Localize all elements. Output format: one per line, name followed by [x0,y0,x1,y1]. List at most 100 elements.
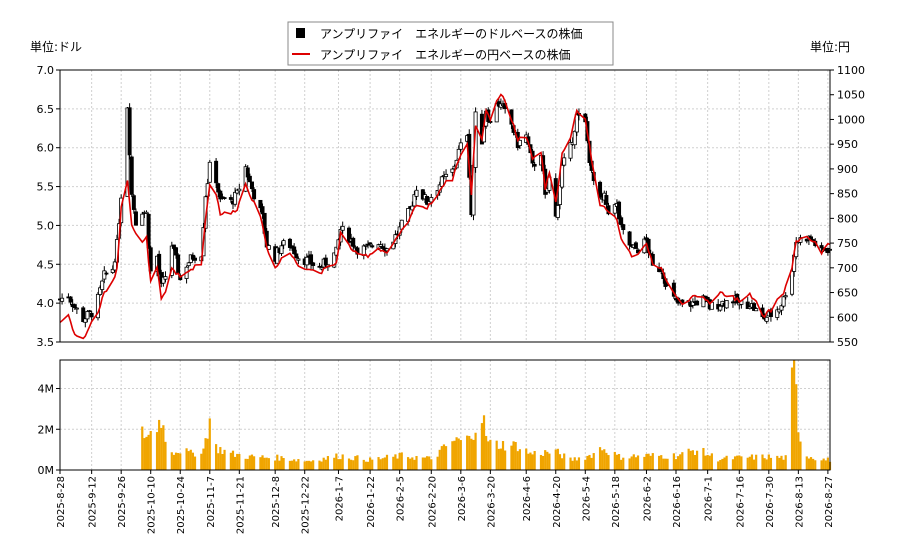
volume-bar [605,452,608,470]
right-y-tick-label: 700 [837,262,858,275]
volume-bar [514,442,517,470]
volume-bar [527,453,530,470]
x-tick-label: 2026-7-30 [765,476,776,528]
volume-bar [324,459,327,470]
volume-bar [632,454,635,470]
volume-bar [335,453,338,470]
usd-candle-body [249,181,254,190]
volume-bar [297,459,300,470]
usd-candle-body [412,194,417,207]
left-unit-label: 単位:ドル [30,39,82,54]
usd-candle-body [568,141,573,159]
left-y-tick-label: 6.0 [37,142,55,155]
volume-bar-series [141,360,832,470]
volume-bar [457,438,460,470]
volume-bar [740,456,743,470]
volume-bar [717,461,720,470]
usd-candle-body [243,166,248,192]
volume-bar [444,446,448,470]
volume-bar [647,453,650,470]
volume-bar [366,461,370,470]
volume-bar [217,453,220,470]
volume-bar [385,454,389,470]
volume-bar [598,447,602,470]
usd-candle-body [819,245,824,249]
left-y-tick-label: 5.5 [37,181,55,194]
volume-bar [455,437,458,470]
volume-bar [347,458,351,470]
volume-bar [303,461,306,470]
volume-bar [539,454,543,470]
x-tick-label: 2026-5-4 [581,476,592,521]
volume-bar [383,457,386,470]
right-y-tick-label: 550 [837,336,858,349]
usd-candle-body [768,309,773,318]
usd-candle-body [216,183,221,193]
volume-bar [312,460,315,470]
x-tick-label: 2025-12-8 [271,476,282,528]
volume-bar [824,460,827,470]
usd-candle-body [129,156,134,195]
x-tick-label: 2026-7-1 [704,476,715,521]
volume-bar [263,457,266,470]
volume-bar [406,457,410,470]
usd-candle-body [74,307,79,310]
usd-candle-body [718,305,723,311]
volume-bar [586,455,589,470]
volume-bar [466,435,469,470]
volume-bar [499,448,503,470]
volume-bar [290,460,294,470]
usd-candle-body [730,301,735,304]
volume-bar [601,450,604,470]
volume-bar [322,457,325,470]
volume-bar [651,453,654,470]
usd-candle-body [140,213,145,226]
volume-bar [369,457,372,470]
usd-candle-body [747,306,752,309]
volume-bar [233,456,237,470]
volume-bar [797,432,800,470]
volume-bar [615,454,619,470]
volume-bar [681,452,684,470]
usd-candle-body [562,157,567,166]
x-tick-label: 2026-8-13 [794,476,805,528]
usd-candle-body [100,280,105,290]
usd-candle-body [292,246,297,255]
volume-bar [246,458,249,470]
volume-bar [662,458,665,470]
volume-bar [143,438,146,470]
volume-bar [231,450,235,470]
volume-bar [261,455,264,470]
volume-bar [533,451,536,470]
volume-bar [666,458,669,470]
volume-bar [558,454,562,470]
volume-bar [733,456,737,470]
date-x-axis: 2025-8-28 2025-9-12 2025-9-26 2025-10-10 202… [56,470,835,534]
x-tick-label: 2025-11-7 [206,476,217,528]
volume-bar [396,458,399,470]
volume-bar [219,447,222,470]
volume-bar [630,456,633,470]
volume-bar [765,459,768,470]
volume-bar [778,457,781,470]
volume-bar [489,439,492,470]
volume-bar [371,459,374,470]
volume-bar [525,448,528,470]
x-tick-label: 2026-8-27 [824,476,835,528]
usd-candle-body [287,238,292,248]
volume-bar [288,460,292,470]
usd-candle-body [157,253,162,273]
volume-bar [501,441,505,470]
usd-candle-body [347,227,352,243]
legend-jpy-label: アンプリファイ エネルギーの円ベースの株価 [320,47,571,62]
left-y-tick-label: 6.5 [37,103,55,116]
volume-bar [337,459,340,470]
volume-bar [193,456,197,470]
usd-candle-body [176,254,181,274]
volume-bar [172,454,176,470]
volume-bar [725,455,728,470]
usd-candle-body [294,253,299,259]
volume-bar [529,452,532,470]
right-y-tick-label: 850 [837,188,858,201]
